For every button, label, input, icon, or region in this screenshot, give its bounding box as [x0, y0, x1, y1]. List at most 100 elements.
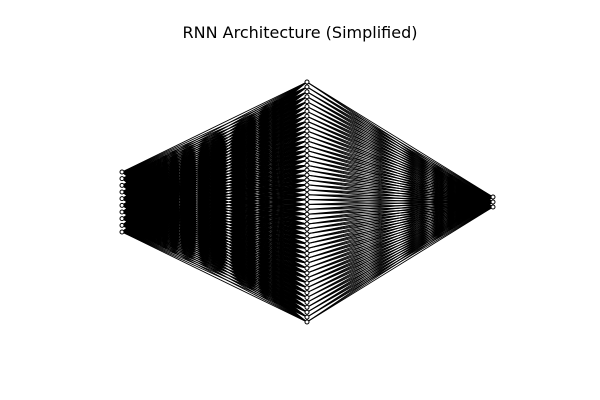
edge-input-7-hidden-4 — [121, 101, 308, 220]
edge-input-9-hidden-37 — [121, 231, 308, 264]
hidden-neuron-17 — [304, 162, 310, 168]
edge-input-9-hidden-44 — [121, 231, 308, 298]
edge-hidden-13-output-0 — [306, 145, 494, 198]
edge-input-6-hidden-1 — [121, 86, 308, 213]
input-neuron-5 — [119, 202, 125, 208]
hidden-neuron-26 — [304, 206, 310, 212]
hidden-neuron-33 — [304, 241, 310, 247]
hidden-neuron-30 — [304, 226, 310, 232]
edge-hidden-0-output-0 — [306, 81, 494, 198]
hidden-neuron-31 — [304, 231, 310, 237]
output-neuron-1 — [490, 199, 496, 205]
hidden-neuron-23 — [304, 192, 310, 198]
edge-input-7-hidden-5 — [121, 106, 308, 220]
hidden-neuron-24 — [304, 197, 310, 203]
edge-input-9-hidden-12 — [121, 140, 308, 233]
hidden-neuron-10 — [304, 128, 310, 134]
edge-hidden-15-output-0 — [306, 155, 494, 198]
input-neuron-1 — [119, 176, 125, 182]
output-neuron-2 — [490, 204, 496, 210]
edge-hidden-3-output-0 — [306, 96, 494, 198]
edge-input-9-hidden-21 — [121, 184, 308, 233]
hidden-neuron-39 — [304, 270, 310, 276]
hidden-neuron-49 — [304, 319, 310, 325]
edge-hidden-32-output-0 — [306, 196, 494, 240]
edge-input-9-hidden-24 — [121, 199, 308, 233]
edge-hidden-45-output-0 — [306, 196, 494, 303]
edge-hidden-18-output-0 — [306, 169, 494, 198]
edge-input-9-hidden-7 — [121, 115, 308, 233]
hidden-neuron-25 — [304, 201, 310, 207]
edge-hidden-33-output-0 — [306, 196, 494, 245]
edge-hidden-14-output-0 — [306, 150, 494, 198]
edge-input-9-hidden-36 — [121, 231, 308, 259]
edge-input-9-hidden-27 — [121, 213, 308, 233]
edge-input-9-hidden-31 — [121, 231, 308, 235]
edge-input-9-hidden-5 — [121, 106, 308, 233]
edge-hidden-46-output-0 — [306, 196, 494, 308]
input-neuron-8 — [119, 222, 125, 228]
edge-input-9-hidden-46 — [121, 231, 308, 308]
edge-hidden-30-output-0 — [306, 196, 494, 230]
hidden-neuron-4 — [304, 99, 310, 105]
hidden-neuron-42 — [304, 285, 310, 291]
edge-hidden-31-output-0 — [306, 196, 494, 235]
hidden-neuron-27 — [304, 211, 310, 217]
edge-hidden-29-output-0 — [306, 196, 494, 225]
edge-input-8-hidden-3 — [121, 96, 308, 226]
edge-hidden-1-output-0 — [306, 86, 494, 198]
hidden-neuron-21 — [304, 182, 310, 188]
edge-input-8-hidden-1 — [121, 86, 308, 226]
edge-hidden-26-output-0 — [306, 196, 494, 210]
edge-input-9-hidden-47 — [121, 231, 308, 313]
edge-input-9-hidden-25 — [121, 204, 308, 233]
edge-input-8-hidden-4 — [121, 101, 308, 226]
input-neuron-7 — [119, 216, 125, 222]
edge-input-9-hidden-26 — [121, 208, 308, 233]
edge-input-7-hidden-0 — [121, 81, 308, 220]
edge-input-9-hidden-29 — [121, 223, 308, 233]
edge-input-8-hidden-6 — [121, 111, 308, 226]
hidden-neuron-40 — [304, 275, 310, 281]
edge-input-7-hidden-3 — [121, 96, 308, 220]
hidden-neuron-47 — [304, 309, 310, 315]
edge-input-9-hidden-8 — [121, 120, 308, 233]
hidden-neuron-34 — [304, 246, 310, 252]
hidden-neuron-28 — [304, 216, 310, 222]
edge-hidden-48-output-0 — [306, 196, 494, 318]
edge-hidden-21-output-0 — [306, 184, 494, 198]
hidden-neuron-37 — [304, 260, 310, 266]
edge-hidden-38-output-0 — [306, 196, 494, 269]
hidden-neuron-19 — [304, 172, 310, 178]
edge-input-9-hidden-20 — [121, 179, 308, 233]
edge-hidden-39-output-0 — [306, 196, 494, 274]
edge-hidden-40-output-0 — [306, 196, 494, 279]
edge-input-7-hidden-6 — [121, 110, 308, 220]
edge-input-6-hidden-0 — [121, 81, 308, 213]
hidden-neuron-41 — [304, 280, 310, 286]
edge-hidden-24-output-0 — [306, 196, 494, 201]
hidden-neuron-48 — [304, 314, 310, 320]
edges-layer — [121, 81, 494, 323]
edge-input-9-hidden-32 — [121, 231, 308, 240]
edge-input-6-hidden-2 — [121, 91, 308, 213]
edge-hidden-43-output-0 — [306, 196, 494, 294]
edge-input-9-hidden-49 — [121, 231, 308, 323]
edge-input-9-hidden-43 — [121, 231, 308, 294]
edge-hidden-42-output-0 — [306, 196, 494, 289]
edge-input-9-hidden-40 — [121, 231, 308, 279]
hidden-neuron-20 — [304, 177, 310, 183]
edge-hidden-36-output-0 — [306, 196, 494, 259]
edge-input-9-hidden-23 — [121, 194, 308, 233]
hidden-neuron-38 — [304, 265, 310, 271]
hidden-neuron-6 — [304, 108, 310, 114]
hidden-neuron-36 — [304, 255, 310, 261]
edge-hidden-12-output-0 — [306, 140, 494, 198]
hidden-neuron-13 — [304, 143, 310, 149]
edge-hidden-37-output-0 — [306, 196, 494, 264]
hidden-neuron-15 — [304, 152, 310, 158]
edge-hidden-10-output-0 — [306, 130, 494, 198]
edge-hidden-49-output-0 — [306, 196, 494, 323]
